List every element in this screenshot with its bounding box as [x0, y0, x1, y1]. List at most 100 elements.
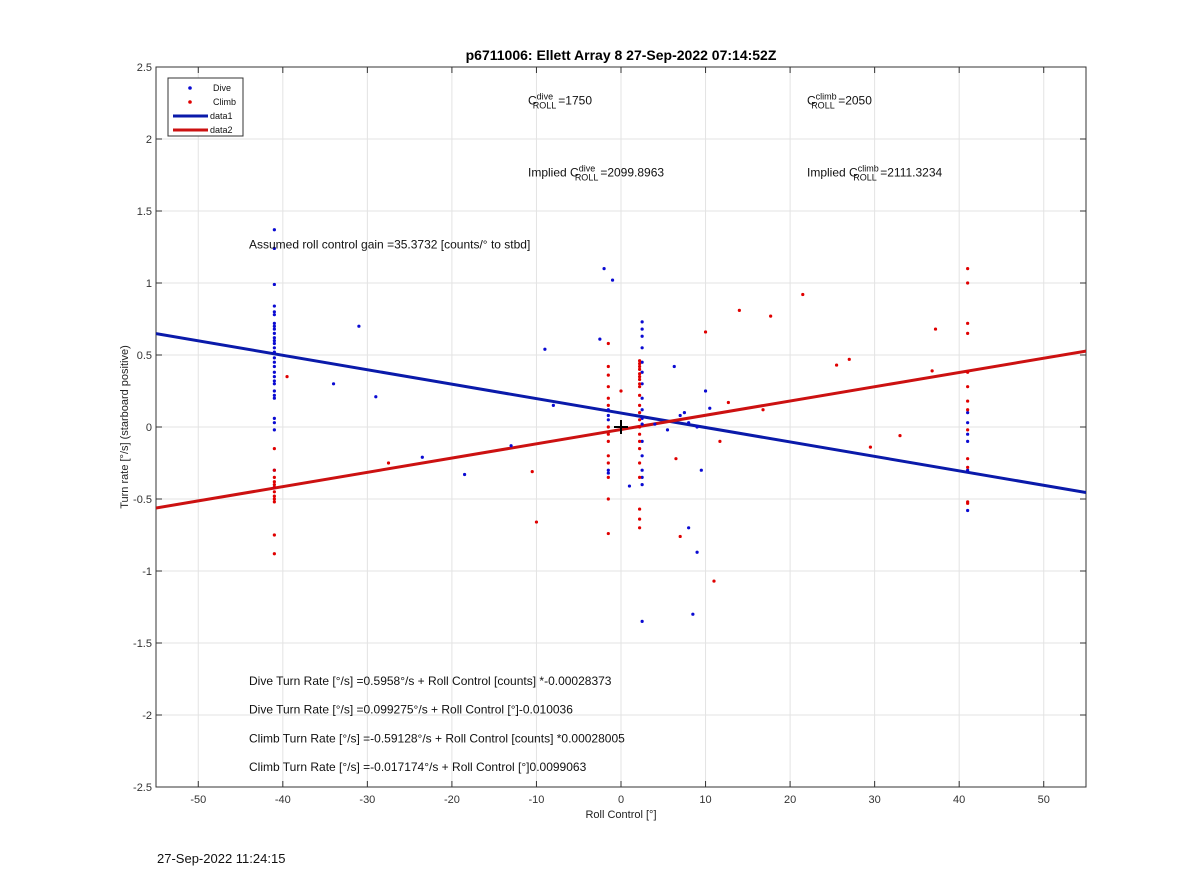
x-tick-label: 10	[699, 794, 711, 806]
data-point-climb	[801, 292, 805, 297]
data-point-dive	[509, 444, 513, 448]
data-point-climb	[530, 470, 534, 474]
data-point-climb	[638, 526, 642, 530]
data-point-climb	[606, 364, 610, 369]
data-point-climb	[674, 457, 678, 461]
data-point-climb	[606, 396, 610, 400]
y-tick-label: 1.5	[137, 206, 152, 218]
x-tick-label: -50	[190, 794, 206, 806]
data-point-dive	[272, 393, 276, 397]
data-point-climb	[847, 357, 851, 361]
data-point-dive	[966, 432, 970, 436]
data-point-climb	[638, 377, 642, 382]
data-point-dive	[272, 336, 276, 340]
data-point-climb	[272, 447, 276, 451]
data-point-climb	[606, 341, 610, 346]
data-point-dive	[678, 413, 682, 418]
data-point-climb	[606, 439, 610, 443]
data-point-dive	[606, 468, 610, 472]
y-tick-label: -1	[142, 566, 152, 578]
data-point-climb	[726, 400, 730, 405]
data-point-climb	[606, 373, 610, 377]
data-point-dive	[699, 468, 703, 472]
data-point-climb	[606, 385, 610, 389]
annotation-text: Dive Turn Rate [°/s] =0.099275°/s + Roll…	[249, 703, 573, 717]
series	[156, 228, 1086, 624]
annotation-text: Cclimb ROLL =2050	[807, 91, 872, 110]
x-tick-label: -10	[529, 794, 545, 806]
x-tick-label: 50	[1038, 794, 1050, 806]
data-point-dive	[272, 396, 276, 400]
series-line-data1	[156, 332, 1086, 494]
data-point-climb	[606, 461, 610, 465]
y-tick-label: 2.5	[137, 62, 152, 74]
data-point-dive	[606, 471, 610, 475]
data-point-climb	[966, 465, 970, 469]
data-point-dive	[640, 439, 644, 443]
data-point-climb	[638, 403, 642, 407]
data-point-dive	[272, 339, 276, 343]
data-point-dive	[640, 370, 644, 374]
data-point-dive	[640, 396, 644, 400]
data-point-dive	[640, 382, 644, 386]
data-point-dive	[272, 370, 276, 374]
data-point-climb	[606, 425, 610, 429]
data-point-climb	[272, 485, 276, 490]
data-point-dive	[682, 411, 687, 415]
annotation-text: Implied Cclimb ROLL =2111.3234	[807, 163, 943, 182]
data-point-climb	[619, 389, 623, 393]
x-tick-label: 40	[953, 794, 965, 806]
data-point-climb	[638, 372, 642, 376]
data-point-dive	[331, 382, 336, 386]
data-point-climb	[966, 501, 970, 505]
annotation-text: Assumed roll control gain =35.3732 [coun…	[249, 237, 530, 251]
data-point-dive	[598, 337, 602, 341]
data-point-dive	[640, 416, 644, 420]
data-point-dive	[272, 375, 276, 379]
data-point-dive	[703, 389, 708, 393]
data-point-dive	[606, 408, 610, 412]
grid	[156, 66, 1086, 788]
x-tick-label: -40	[275, 794, 291, 806]
data-point-dive	[687, 421, 691, 425]
data-point-dive	[272, 382, 276, 386]
data-point-climb	[868, 445, 873, 449]
x-tick-label: -20	[444, 794, 460, 806]
data-point-dive	[374, 395, 378, 399]
data-point-dive	[272, 416, 276, 420]
annotation-text: Dive Turn Rate [°/s] =0.5958°/s + Roll C…	[249, 674, 612, 688]
data-point-dive	[272, 350, 276, 354]
data-point-climb	[769, 314, 773, 318]
annotation-text: Cdive ROLL =1750	[528, 91, 592, 110]
data-point-climb	[638, 411, 642, 415]
y-tick-label: -1.5	[133, 638, 152, 650]
legend-label: Dive	[213, 83, 231, 93]
data-point-climb	[606, 475, 610, 479]
data-point-dive	[640, 483, 644, 487]
annotation-text: Climb Turn Rate [°/s] =-0.59128°/s + Rol…	[249, 731, 625, 745]
data-point-climb	[966, 408, 970, 412]
data-point-dive	[640, 327, 644, 331]
data-point-climb	[272, 494, 276, 498]
data-point-climb	[966, 370, 970, 374]
data-point-dive	[272, 428, 276, 432]
data-point-climb	[966, 385, 970, 389]
data-point-dive	[966, 421, 970, 425]
data-point-dive	[640, 346, 644, 350]
y-tick-label: -0.5	[133, 494, 152, 506]
data-point-climb	[737, 308, 741, 312]
data-point-climb	[638, 425, 642, 429]
data-point-dive	[272, 321, 276, 325]
data-point-climb	[712, 579, 716, 583]
data-point-dive	[272, 228, 276, 232]
data-point-dive	[640, 360, 644, 364]
data-point-dive	[691, 612, 695, 616]
y-axis-label: Turn rate [°/s] (starboard positive)	[119, 345, 131, 509]
print-timestamp: 27-Sep-2022 11:24:15	[157, 851, 286, 866]
data-point-climb	[386, 461, 391, 465]
data-point-climb	[638, 362, 642, 366]
data-point-dive	[272, 421, 276, 425]
data-point-dive	[272, 360, 276, 364]
y-tick-label: 2	[146, 134, 152, 146]
data-point-climb	[966, 321, 970, 325]
